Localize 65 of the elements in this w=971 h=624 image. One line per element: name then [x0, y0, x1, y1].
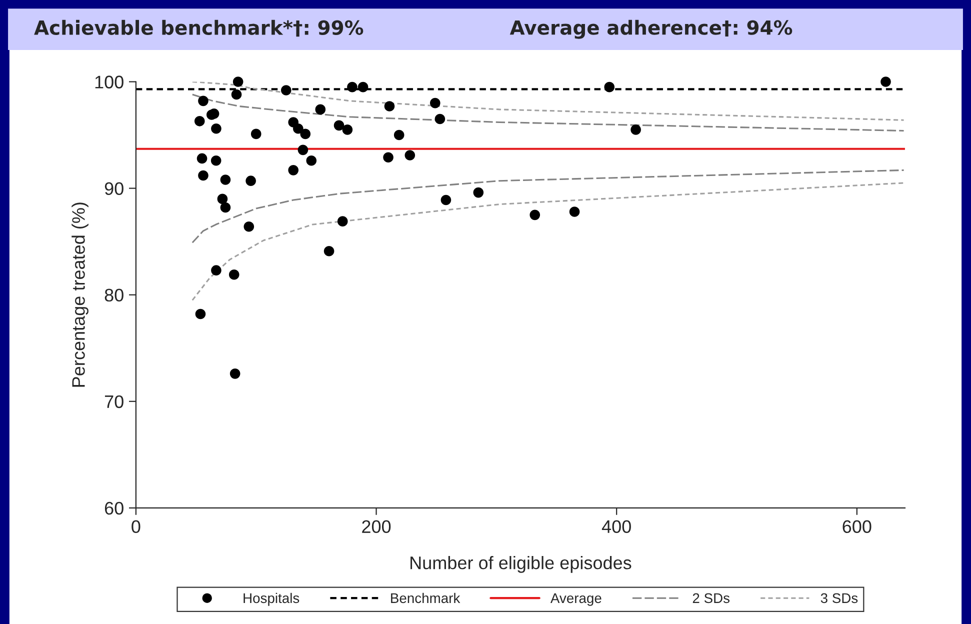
point — [210, 155, 222, 166]
point — [404, 150, 416, 160]
point — [394, 130, 404, 140]
point — [211, 123, 222, 134]
point — [430, 98, 440, 108]
point — [440, 194, 452, 206]
text: Average adherence†: 94% — [510, 20, 792, 39]
legend-label: Benchmark — [391, 592, 460, 604]
point — [315, 104, 326, 115]
x-tick-label: 600 — [842, 520, 872, 534]
point — [231, 89, 242, 100]
x-tick-label: 0 — [132, 520, 140, 534]
point — [604, 82, 615, 92]
point — [230, 368, 240, 379]
point — [288, 165, 298, 176]
point — [358, 82, 368, 92]
y-tick-label: 100 — [95, 76, 124, 88]
point — [246, 176, 256, 186]
point — [530, 210, 540, 220]
y-axis-title: Percentage treated (%) — [72, 202, 88, 387]
x-tick-label: 400 — [602, 520, 631, 534]
y-tick-label: 90 — [104, 182, 124, 196]
point — [220, 174, 231, 185]
point — [220, 202, 231, 213]
point — [198, 96, 208, 106]
point — [195, 308, 206, 320]
y-tick-label: 70 — [104, 395, 124, 408]
point — [300, 128, 311, 140]
y-tick-label: 80 — [104, 288, 124, 302]
y-tick-label: 60 — [104, 502, 124, 515]
point — [337, 216, 348, 226]
legend-label: 2 SDs — [692, 593, 730, 604]
point — [347, 82, 358, 92]
text: Achievable benchmark*†: 99% — [34, 20, 364, 37]
x-tick-label: 200 — [362, 520, 391, 534]
point — [244, 222, 254, 232]
point — [250, 128, 262, 140]
point — [194, 116, 205, 126]
point — [196, 153, 208, 164]
line-series — [192, 169, 905, 244]
point — [434, 114, 446, 124]
line-series — [192, 94, 905, 132]
legend-label: Hospitals — [244, 592, 300, 606]
point — [306, 155, 317, 166]
point — [334, 120, 344, 131]
point — [473, 187, 484, 198]
point — [228, 269, 240, 280]
point — [280, 85, 292, 96]
point — [298, 144, 308, 156]
legend-label: 3 SDs — [820, 593, 858, 604]
point — [211, 265, 222, 276]
point — [342, 124, 353, 135]
point — [630, 124, 641, 135]
point — [569, 206, 580, 217]
point — [880, 76, 891, 87]
point — [293, 123, 304, 134]
point — [324, 246, 334, 256]
legend-label: Average — [550, 593, 602, 606]
point — [383, 152, 394, 163]
point — [232, 76, 244, 87]
line-series — [192, 182, 905, 301]
point — [384, 101, 395, 112]
point — [198, 170, 208, 181]
point — [217, 194, 228, 204]
x-axis-title: Number of eligible episodes — [410, 556, 632, 573]
